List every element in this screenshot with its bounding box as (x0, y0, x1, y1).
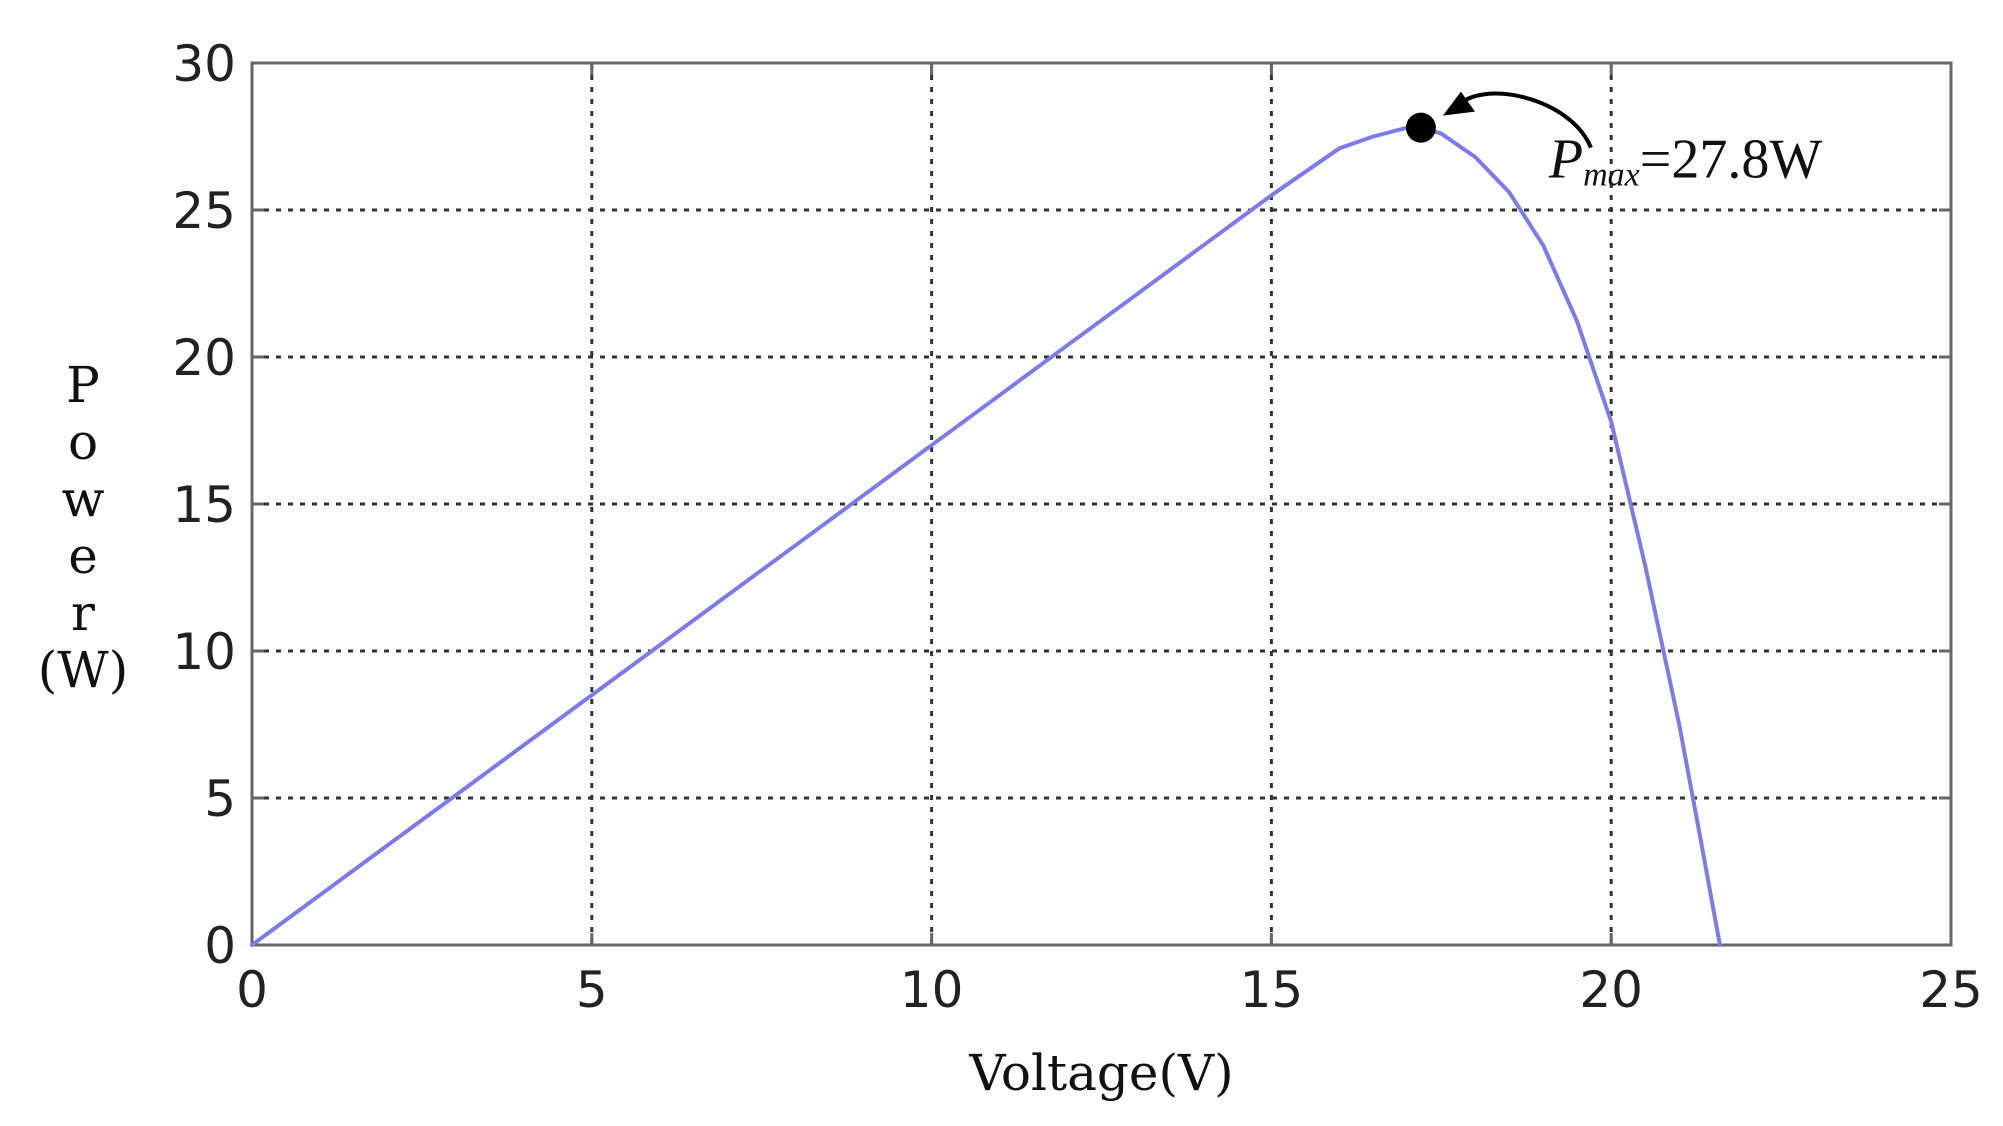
grid-lines (252, 63, 1951, 945)
x-tick-label: 10 (900, 961, 964, 1019)
x-tick-label: 0 (236, 961, 268, 1019)
x-tick-label: 5 (576, 961, 608, 1019)
power-curve-line (250, 125, 1722, 947)
y-tick-label: 25 (172, 182, 236, 240)
y-axis-title-char: P (66, 356, 100, 414)
y-axis-title-char: e (68, 527, 98, 585)
x-tick-label: 15 (1240, 961, 1304, 1019)
pmax-label-value: =27.8W (1640, 129, 1823, 191)
y-axis-title-char: (W) (38, 641, 128, 699)
y-tick-label: 15 (172, 476, 236, 534)
pmax-annotation-label: Pmax=27.8W (1548, 129, 1822, 194)
pmax-arrowhead (1442, 91, 1475, 116)
y-tick-label: 30 (172, 35, 236, 93)
tick-marks (250, 61, 1953, 947)
pmax-label-subscript: max (1583, 157, 1640, 194)
y-tick-labels: 0 5 10 15 20 25 30 (172, 35, 236, 975)
y-tick-label: 0 (204, 917, 236, 975)
x-axis-title: Voltage(V) (968, 1044, 1233, 1102)
y-tick-label: 20 (172, 329, 236, 387)
x-tick-labels: 0 5 10 15 20 25 (236, 961, 1983, 1019)
x-tick-label: 25 (1919, 961, 1983, 1019)
pmax-annotation-arrow (1454, 91, 1593, 149)
y-axis-title-char: w (62, 470, 105, 528)
y-tick-label: 5 (204, 770, 236, 828)
y-tick-label: 10 (172, 623, 236, 681)
y-axis-title-char: r (71, 584, 95, 642)
x-tick-label: 20 (1579, 961, 1643, 1019)
y-axis-title-char: o (68, 413, 98, 471)
pmax-point-marker (1405, 112, 1436, 143)
pmax-label-symbol: P (1548, 129, 1583, 191)
